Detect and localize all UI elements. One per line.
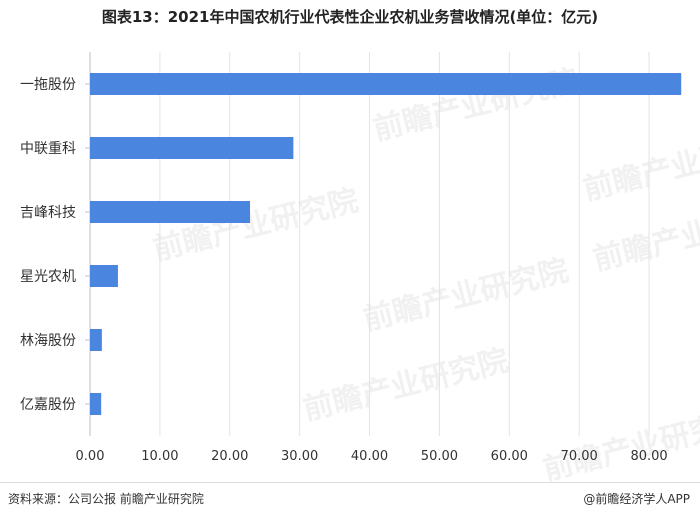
x-tick-label: 50.00 (421, 449, 458, 464)
bar (90, 137, 294, 159)
bar (90, 73, 682, 95)
bar (90, 393, 102, 415)
bar (90, 201, 251, 223)
category-label: 星光农机 (20, 269, 76, 285)
x-tick-label: 20.00 (211, 449, 248, 464)
x-tick-label: 40.00 (351, 449, 388, 464)
footer-divider (0, 482, 700, 483)
category-label: 林海股份 (20, 333, 76, 349)
category-label: 一拖股份 (20, 77, 76, 93)
x-tick-label: 30.00 (281, 449, 318, 464)
bar (90, 329, 102, 351)
category-label: 亿嘉股份 (20, 397, 76, 413)
bar (90, 265, 118, 287)
x-tick-label: 80.00 (630, 449, 667, 464)
chart-title: 图表13：2021年中国农机行业代表性企业农机业务营收情况(单位：亿元) (101, 8, 599, 26)
category-label: 吉峰科技 (20, 205, 76, 221)
x-tick-label: 60.00 (491, 449, 528, 464)
x-tick-label: 70.00 (561, 449, 598, 464)
footer-source: 资料来源：公司公报 前瞻产业研究院 (8, 492, 204, 506)
footer-brand: @前瞻经济学人APP (583, 492, 690, 506)
category-label: 中联重科 (20, 141, 76, 157)
x-tick-label: 10.00 (141, 449, 178, 464)
x-tick-label: 0.00 (76, 449, 105, 464)
